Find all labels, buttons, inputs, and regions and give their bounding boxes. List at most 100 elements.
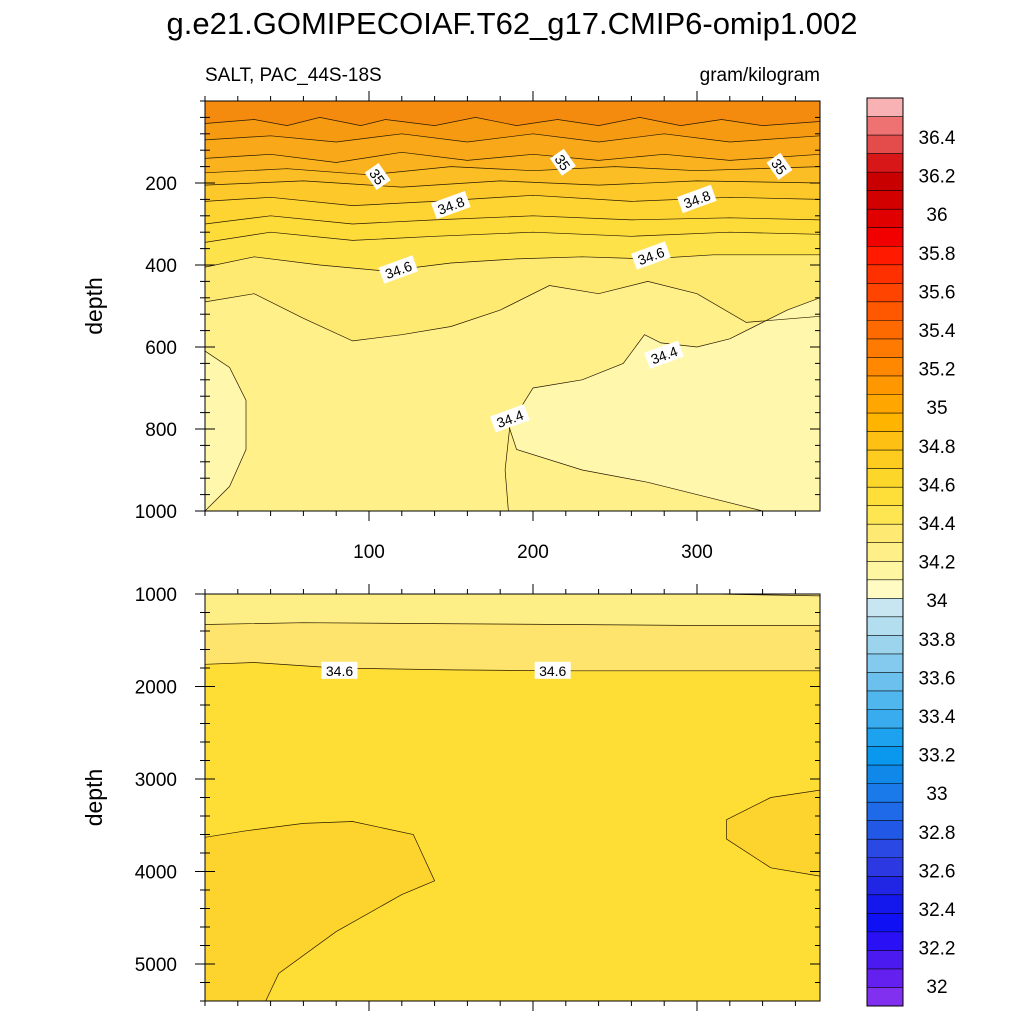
colorbar-label: 32.8 — [919, 823, 956, 844]
contour-label: 35 — [766, 152, 793, 180]
y-tick-label: 200 — [145, 174, 177, 195]
colorbar-label: 35.2 — [919, 360, 956, 381]
x-axis: 100 200 300 — [204, 91, 796, 563]
contour-label-box — [644, 340, 684, 369]
colorbar-label: 35 — [926, 398, 947, 419]
x-tick-label: 100 — [353, 542, 385, 563]
contour-label-box — [490, 404, 530, 433]
contour-label-box — [378, 255, 419, 284]
colorbar-label: 33 — [926, 784, 947, 805]
colorbar-swatch — [867, 542, 903, 562]
contour-label-box — [766, 152, 793, 180]
colorbar-swatch — [867, 116, 903, 136]
contour-lines — [205, 117, 820, 511]
colorbar-swatch — [867, 728, 903, 747]
colorbar-label: 33.6 — [919, 668, 956, 689]
colorbar-swatch — [867, 876, 903, 896]
colorbar-swatch — [867, 672, 903, 692]
colorbar-swatch — [867, 431, 903, 451]
y-tick-label: 1000 — [135, 502, 177, 523]
filled-regions — [205, 594, 820, 1001]
colorbar-swatch — [867, 616, 903, 636]
colorbar-swatch — [867, 394, 903, 414]
plot-frame — [204, 100, 821, 512]
units-label: gram/kilogram — [700, 65, 820, 86]
contour-label-box — [364, 163, 391, 190]
colorbar-label: 33.2 — [919, 746, 956, 767]
contour-label-text: 34.6 — [326, 663, 353, 679]
contour-label: 34.6 — [321, 661, 358, 679]
colorbar-swatch — [867, 579, 903, 599]
colorbar-label: 34.2 — [919, 553, 956, 574]
contour-line-34.7 — [726, 789, 820, 877]
colorbar-swatch — [867, 283, 903, 303]
y-tick-label: 600 — [145, 338, 177, 359]
colorbar-swatch — [867, 209, 903, 229]
colorbar-swatch — [867, 357, 903, 377]
colorbar-label: 36 — [926, 205, 947, 226]
colorbar-label: 32 — [926, 977, 947, 998]
lower-panel: 34.6 34.6 1000 2000 3000 4000 5000 depth — [81, 584, 821, 1011]
filled-regions — [205, 101, 820, 511]
contour-label-box — [677, 184, 717, 214]
contour-line-34.6 — [205, 254, 820, 272]
x-tick-label: 200 — [517, 542, 549, 563]
colorbar-swatch — [867, 135, 903, 154]
contour-line-35.2 — [205, 117, 820, 126]
colorbar-swatch — [867, 950, 903, 970]
colorbar-swatch — [867, 968, 903, 988]
colorbar-swatch — [867, 857, 903, 877]
colorbar-label: 32.2 — [919, 939, 956, 960]
contour-line-34.4 — [508, 424, 763, 511]
colorbar-swatch — [867, 320, 903, 340]
y-tick-label: 800 — [145, 420, 177, 441]
contour-label-box — [631, 241, 671, 270]
y-tick-label: 1000 — [135, 585, 177, 606]
contour-line-34.4 — [205, 350, 247, 511]
colorbar-swatch — [867, 820, 903, 840]
y-tick-label: 400 — [145, 256, 177, 277]
contour-line-34.7 — [205, 821, 436, 1001]
y-axis-label: depth — [81, 769, 107, 827]
colorbar: 36.4 36.2 36 35.8 35.6 35.4 35.2 35 34.8 34.6 34.4… — [866, 97, 956, 1007]
colorbar-label: 35.4 — [919, 321, 956, 342]
contour-label-box — [549, 148, 576, 176]
colorbar-frame — [866, 97, 904, 1007]
contour-line-34.95 — [205, 166, 820, 176]
colorbar-swatch — [867, 153, 903, 173]
colorbar-label: 32.4 — [919, 900, 956, 921]
contour-lines — [205, 594, 820, 1001]
contour-label-box — [534, 661, 571, 679]
colorbar-label: 35.8 — [919, 244, 956, 265]
y-axis: 1000 2000 3000 4000 5000 — [135, 585, 820, 1002]
contour-label: 35 — [549, 148, 576, 176]
contour-region-34.65 — [205, 594, 820, 626]
colorbar-label: 34 — [926, 591, 948, 612]
y-tick-label: 3000 — [135, 770, 177, 791]
colorbar-swatch — [867, 172, 903, 192]
colorbar-swatch — [867, 264, 903, 284]
colorbar-label: 36.2 — [919, 167, 956, 188]
colorbar-swatch — [867, 690, 903, 710]
colorbar-swatch — [867, 894, 903, 914]
contour-line-34.65 — [205, 622, 820, 626]
contour-label-text: 34.6 — [539, 663, 566, 679]
contour-line-35.1 — [205, 133, 820, 143]
colorbar-swatch — [867, 765, 903, 785]
colorbar-swatch — [867, 839, 903, 859]
colorbar-swatch — [867, 987, 903, 1007]
y-tick-label: 5000 — [135, 955, 177, 976]
colorbar-swatch — [867, 487, 903, 507]
contour-line-35 — [205, 151, 820, 163]
colorbar-swatch — [867, 98, 903, 117]
y-axis: 200 400 600 800 1000 — [135, 100, 820, 523]
contour-label: 34.6 — [534, 661, 571, 679]
colorbar-swatch — [867, 190, 903, 210]
contour-line-34.7 — [205, 231, 820, 243]
colorbar-swatch — [867, 561, 903, 581]
contour-line-34.9 — [205, 180, 820, 188]
figure-title: g.e21.GOMIPECOIAF.T62_g17.CMIP6-omip1.00… — [167, 6, 858, 41]
colorbar-label: 34.4 — [919, 514, 956, 535]
